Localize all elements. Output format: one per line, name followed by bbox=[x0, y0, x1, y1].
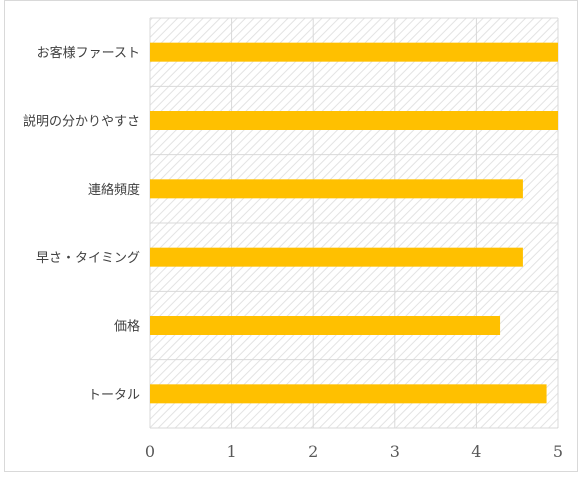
x-tick-label: 0 bbox=[145, 442, 155, 461]
category-label: お客様ファースト bbox=[37, 45, 140, 61]
bar bbox=[150, 42, 558, 62]
x-axis-tick-labels: 0 1 2 3 4 5 bbox=[145, 442, 563, 461]
category-label: 説明の分かりやすさ bbox=[23, 114, 140, 130]
x-tick-label: 1 bbox=[227, 442, 237, 461]
bar bbox=[150, 247, 523, 267]
bar bbox=[150, 111, 558, 130]
bar bbox=[150, 384, 547, 404]
category-label: 連絡頻度 bbox=[88, 182, 140, 198]
bar bbox=[150, 316, 501, 335]
x-tick-label: 3 bbox=[390, 442, 400, 461]
category-label: トータル bbox=[88, 388, 140, 403]
category-label: 価格 bbox=[114, 319, 140, 335]
x-tick-label: 5 bbox=[553, 442, 563, 461]
category-label: 早さ・タイミング bbox=[36, 251, 140, 266]
gridlines bbox=[149, 17, 559, 429]
x-tick-label: 2 bbox=[308, 442, 318, 461]
bar bbox=[150, 179, 523, 199]
bars bbox=[150, 42, 558, 404]
x-tick-label: 4 bbox=[471, 442, 481, 461]
